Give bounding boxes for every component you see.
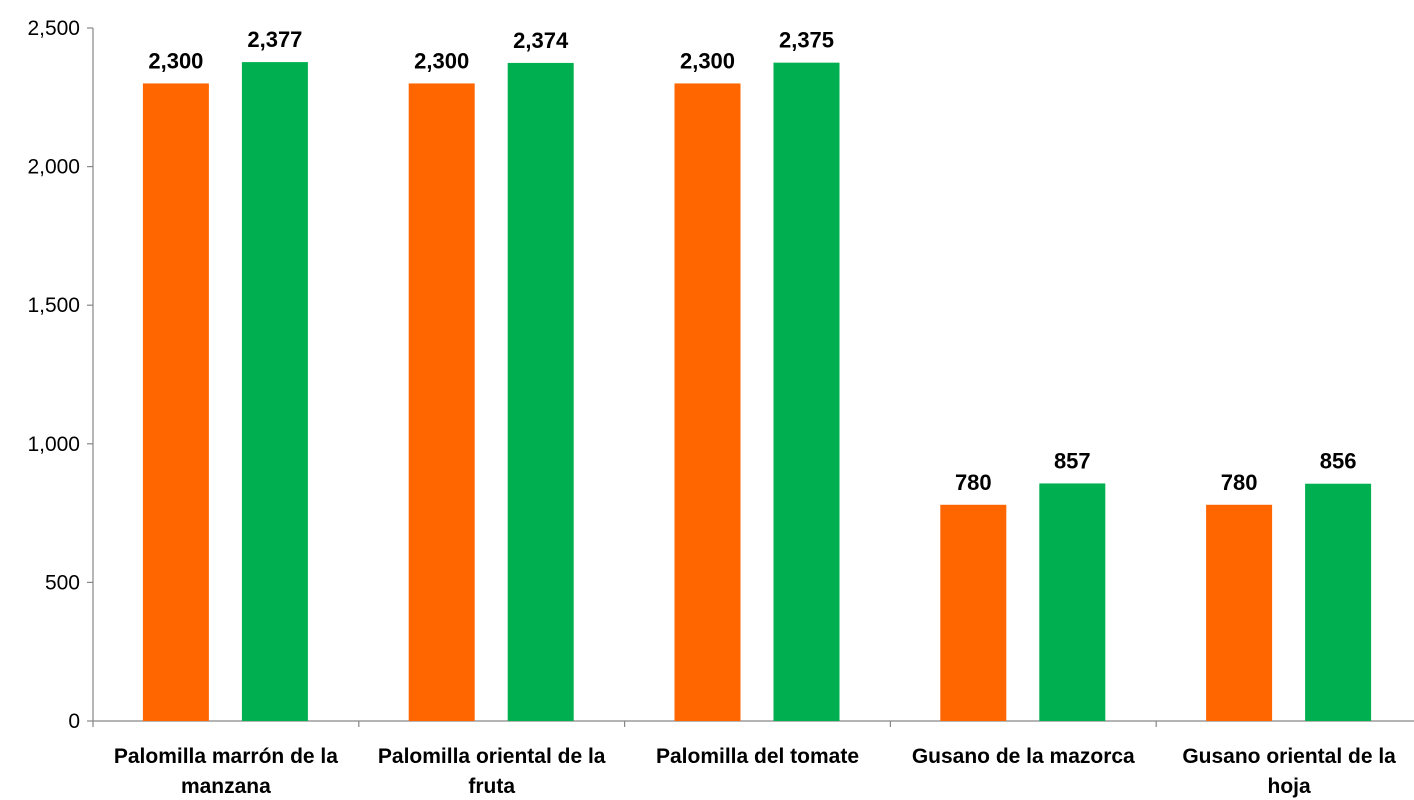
labels: 2,300 2,300 2,300 780 780 2,377 2,374 2,375 857 8… bbox=[114, 27, 1396, 798]
data-label: 2,375 bbox=[779, 28, 834, 53]
bar bbox=[241, 62, 308, 722]
bar bbox=[1305, 483, 1372, 721]
y-tick-label: 500 bbox=[45, 571, 80, 594]
category-label: Palomilla marrón de la manzana bbox=[114, 745, 338, 798]
bar bbox=[1206, 504, 1273, 721]
data-label: 2,300 bbox=[414, 48, 469, 73]
category-label: Gusano oriental de la hoja bbox=[1182, 745, 1396, 798]
category-label: Palomilla del tomate bbox=[656, 745, 859, 768]
bar bbox=[674, 83, 741, 721]
y-tick-label: 1,000 bbox=[27, 433, 80, 456]
bar bbox=[773, 62, 840, 721]
axes: 0 500 1,000 1,500 2,000 2,500 bbox=[27, 17, 1414, 733]
y-tick-label: 1,500 bbox=[27, 294, 80, 317]
y-tick-label: 2,000 bbox=[27, 156, 80, 179]
bar bbox=[408, 83, 475, 721]
data-label: 857 bbox=[1054, 448, 1091, 473]
bar bbox=[142, 83, 209, 721]
data-label: 2,300 bbox=[680, 48, 735, 73]
data-label: 2,374 bbox=[513, 28, 569, 53]
category-label: Gusano de la mazorca bbox=[912, 745, 1135, 768]
data-label: 2,377 bbox=[247, 27, 302, 52]
category-label: Palomilla oriental de la fruta bbox=[378, 745, 606, 798]
data-label: 780 bbox=[955, 470, 992, 495]
data-label: 856 bbox=[1320, 449, 1357, 474]
bar bbox=[1039, 483, 1106, 721]
bars bbox=[142, 62, 1372, 722]
data-label: 780 bbox=[1221, 470, 1258, 495]
data-label: 2,300 bbox=[148, 48, 203, 73]
bar bbox=[507, 62, 574, 722]
y-tick-label: 0 bbox=[68, 710, 80, 733]
y-tick-label: 2,500 bbox=[27, 17, 80, 40]
bar bbox=[940, 504, 1007, 721]
